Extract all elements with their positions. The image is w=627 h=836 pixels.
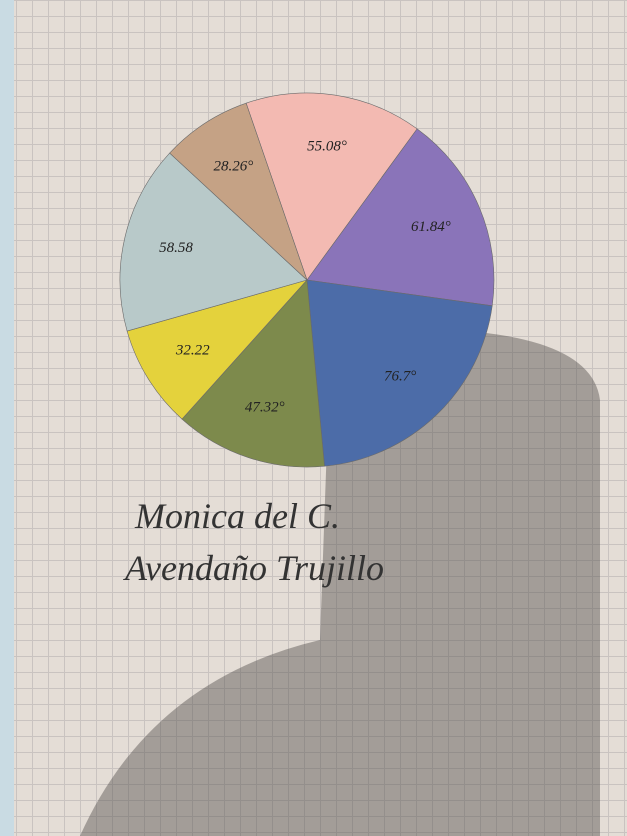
data-label: 58.58 xyxy=(159,240,193,256)
data-label: 61.84° xyxy=(411,219,451,235)
edge xyxy=(0,0,14,836)
pie: 55.08° 61.84° 76.7° 47.32° 32.22 58.58 28.26° xyxy=(119,92,495,468)
slice xyxy=(245,92,418,281)
data-label: 47.32° xyxy=(245,399,285,415)
data-label: 32.22 xyxy=(175,343,210,359)
slice xyxy=(126,279,308,420)
slice xyxy=(169,102,308,281)
shadow xyxy=(80,328,600,836)
slice xyxy=(306,128,495,307)
data-label: 76.7° xyxy=(384,369,416,385)
annotation: Avendaño Trujillo xyxy=(123,548,384,588)
annotation: Monica del C. xyxy=(134,496,340,536)
slice xyxy=(306,279,493,467)
data-label: 55.08° xyxy=(307,138,347,154)
data-label: 28.26° xyxy=(214,159,254,175)
slice xyxy=(119,152,308,332)
slice xyxy=(181,279,325,468)
